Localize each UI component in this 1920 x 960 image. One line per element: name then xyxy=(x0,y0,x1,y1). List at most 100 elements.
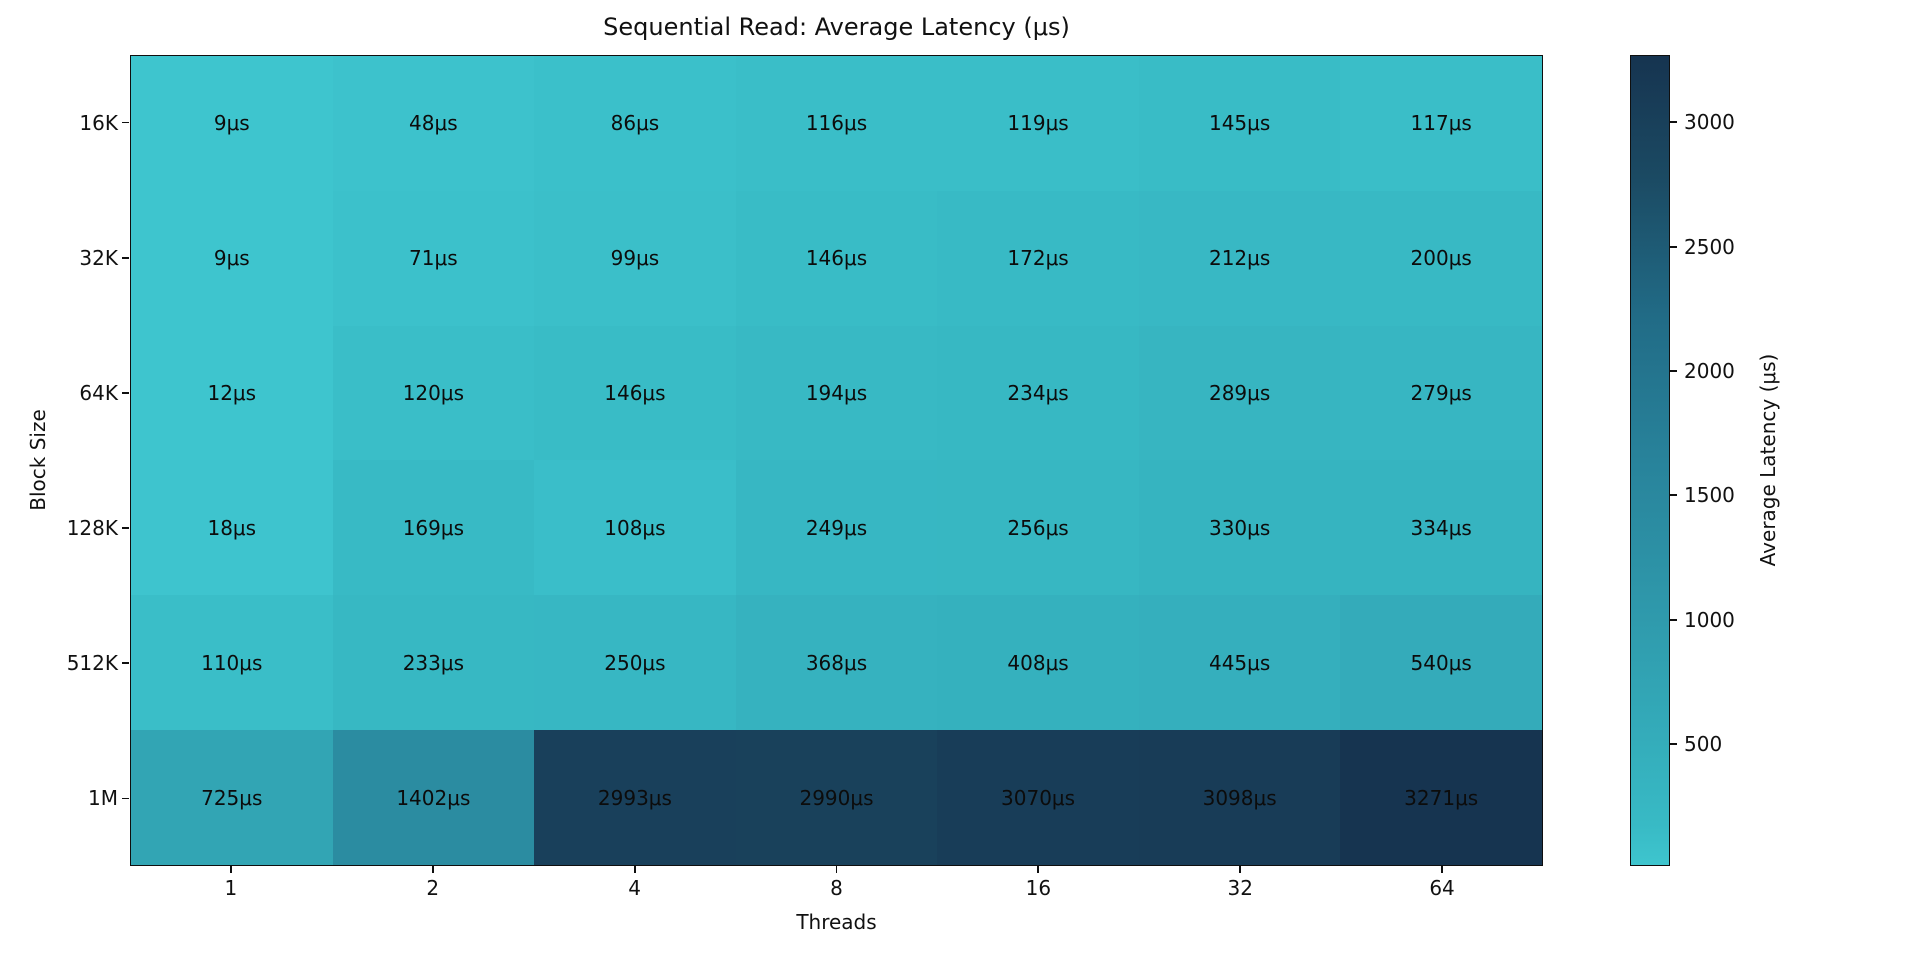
cell-value-label: 9μs xyxy=(213,111,250,136)
cell-value-label: 99μs xyxy=(610,246,660,271)
x-tick-label: 32 xyxy=(1227,876,1253,900)
heatmap-cell: 145μs xyxy=(1138,56,1341,191)
heatmap-cell: 540μs xyxy=(1340,595,1542,731)
y-tick-mark xyxy=(122,527,129,529)
heatmap-cell: 110μs xyxy=(131,595,333,731)
y-tick-label: 32K xyxy=(79,245,118,270)
heatmap-cell: 108μs xyxy=(534,460,736,596)
heatmap-cell: 233μs xyxy=(332,595,535,731)
cell-value-label: 250μs xyxy=(604,650,666,675)
heatmap-cell: 146μs xyxy=(534,325,736,461)
heatmap-cell: 2990μs xyxy=(735,730,938,865)
heatmap-cell: 71μs xyxy=(332,190,535,326)
heatmap-plot: 9μs 48μs 86μs 116μs 119μs 145μs 117μs 9μs 71μs 99… xyxy=(130,55,1543,866)
cell-value-label: 289μs xyxy=(1208,381,1271,406)
y-tick-mark xyxy=(122,121,129,124)
x-tick-label: 2 xyxy=(426,876,440,900)
cell-value-label: 725μs xyxy=(201,785,263,810)
x-tick-label: 4 xyxy=(628,876,642,900)
heatmap-cell: 368μs xyxy=(735,595,938,731)
cell-value-label: 119μs xyxy=(1007,111,1069,136)
cell-value-label: 146μs xyxy=(604,381,666,406)
heatmap-cell: 249μs xyxy=(735,460,938,596)
colorbar xyxy=(1630,55,1670,866)
x-tick-mark xyxy=(835,866,838,873)
y-tick-label: 512K xyxy=(66,651,118,676)
colorbar-tick-label: 2500 xyxy=(1684,234,1735,259)
cell-value-label: 194μs xyxy=(805,381,868,406)
cell-value-label: 120μs xyxy=(402,381,465,406)
cell-value-label: 2990μs xyxy=(799,785,874,810)
cell-value-label: 249μs xyxy=(805,515,868,540)
heatmap-cell: 200μs xyxy=(1340,190,1542,326)
cell-value-label: 110μs xyxy=(201,650,263,675)
cell-value-label: 279μs xyxy=(1410,381,1472,406)
cell-value-label: 330μs xyxy=(1208,515,1271,540)
cell-value-label: 3271μs xyxy=(1404,785,1479,810)
colorbar-tick-mark xyxy=(1670,121,1677,124)
colorbar-tick-mark xyxy=(1670,494,1677,497)
cell-value-label: 116μs xyxy=(805,111,868,136)
heatmap-cell: 86μs xyxy=(534,56,736,191)
heatmap-cell: 9μs xyxy=(131,56,333,191)
x-tick-mark xyxy=(1441,866,1443,873)
cell-value-label: 3098μs xyxy=(1202,785,1277,810)
y-tick-mark xyxy=(122,256,129,259)
x-tick-label: 1 xyxy=(224,876,238,900)
heatmap-cell: 18μs xyxy=(131,460,333,596)
cell-value-label: 18μs xyxy=(207,515,257,540)
cell-value-label: 86μs xyxy=(610,111,660,136)
heatmap-cell: 1402μs xyxy=(332,730,535,865)
cell-value-label: 169μs xyxy=(402,515,465,540)
heatmap-cell: 408μs xyxy=(937,595,1139,731)
cell-value-label: 48μs xyxy=(409,111,458,136)
heatmap-cell: 48μs xyxy=(332,56,535,191)
cell-value-label: 212μs xyxy=(1208,246,1271,271)
heatmap-cell: 117μs xyxy=(1340,56,1542,191)
colorbar-tick-label: 2000 xyxy=(1684,358,1735,383)
heatmap-cell: 119μs xyxy=(937,56,1139,191)
x-tick-label: 8 xyxy=(830,876,843,900)
x-tick-label: 16 xyxy=(1025,876,1052,900)
heatmap-cell: 256μs xyxy=(937,460,1139,596)
cell-value-label: 145μs xyxy=(1208,111,1271,136)
heatmap-cell: 212μs xyxy=(1138,190,1341,326)
heatmap-cell: 334μs xyxy=(1340,460,1542,596)
x-axis-label: Threads xyxy=(796,910,877,934)
heatmap-cell: 12μs xyxy=(131,325,333,461)
cell-value-label: 540μs xyxy=(1410,650,1472,675)
cell-value-label: 3070μs xyxy=(1001,785,1076,810)
colorbar-tick-mark xyxy=(1670,245,1677,248)
heatmap-cell: 146μs xyxy=(735,190,938,326)
heatmap-cell: 234μs xyxy=(937,325,1139,461)
cell-value-label: 233μs xyxy=(402,650,465,675)
y-tick-label: 64K xyxy=(79,380,118,405)
heatmap-cell: 9μs xyxy=(131,190,333,326)
heatmap-cell: 3098μs xyxy=(1138,730,1341,865)
cell-value-label: 146μs xyxy=(805,246,868,271)
y-tick-mark xyxy=(122,662,129,665)
y-tick-label: 16K xyxy=(79,110,118,135)
colorbar-tick-mark xyxy=(1670,743,1677,745)
heatmap-cell: 445μs xyxy=(1138,595,1341,731)
x-tick-mark xyxy=(230,866,232,873)
x-tick-mark xyxy=(431,866,434,873)
colorbar-label: Average Latency (μs) xyxy=(1756,353,1780,567)
y-tick-label: 128K xyxy=(66,516,118,541)
heatmap-cell: 172μs xyxy=(937,190,1139,326)
y-tick-mark xyxy=(122,797,129,800)
colorbar-tick-label: 500 xyxy=(1684,731,1723,756)
cell-value-label: 12μs xyxy=(207,381,257,406)
x-tick-mark xyxy=(1037,866,1040,873)
x-tick-label: 64 xyxy=(1429,876,1455,900)
heatmap-cell: 169μs xyxy=(332,460,535,596)
colorbar-tick-mark xyxy=(1670,618,1677,621)
cell-value-label: 1402μs xyxy=(396,785,471,810)
cell-value-label: 334μs xyxy=(1410,515,1472,540)
cell-value-label: 256μs xyxy=(1007,515,1069,540)
colorbar-tick-label: 1000 xyxy=(1684,607,1735,632)
cell-value-label: 200μs xyxy=(1410,246,1472,271)
cell-value-label: 445μs xyxy=(1208,650,1271,675)
x-tick-mark xyxy=(1239,866,1242,873)
